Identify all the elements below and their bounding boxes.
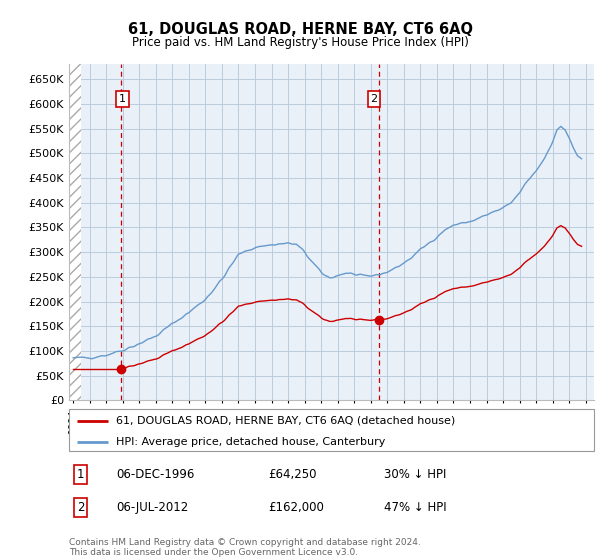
Text: HPI: Average price, detached house, Canterbury: HPI: Average price, detached house, Cant… [116,437,386,446]
Text: 1: 1 [77,468,85,482]
Text: 47% ↓ HPI: 47% ↓ HPI [384,501,446,514]
Text: 06-JUL-2012: 06-JUL-2012 [116,501,188,514]
Text: £162,000: £162,000 [269,501,325,514]
Text: £64,250: £64,250 [269,468,317,482]
Text: 30% ↓ HPI: 30% ↓ HPI [384,468,446,482]
FancyBboxPatch shape [69,409,594,451]
Text: 61, DOUGLAS ROAD, HERNE BAY, CT6 6AQ: 61, DOUGLAS ROAD, HERNE BAY, CT6 6AQ [128,22,473,38]
Text: 2: 2 [77,501,85,514]
Text: 1: 1 [119,94,126,104]
Text: Contains HM Land Registry data © Crown copyright and database right 2024.
This d: Contains HM Land Registry data © Crown c… [69,538,421,557]
Text: Price paid vs. HM Land Registry's House Price Index (HPI): Price paid vs. HM Land Registry's House … [131,36,469,49]
Text: 06-DEC-1996: 06-DEC-1996 [116,468,194,482]
Text: 2: 2 [371,94,377,104]
Text: 61, DOUGLAS ROAD, HERNE BAY, CT6 6AQ (detached house): 61, DOUGLAS ROAD, HERNE BAY, CT6 6AQ (de… [116,416,455,426]
